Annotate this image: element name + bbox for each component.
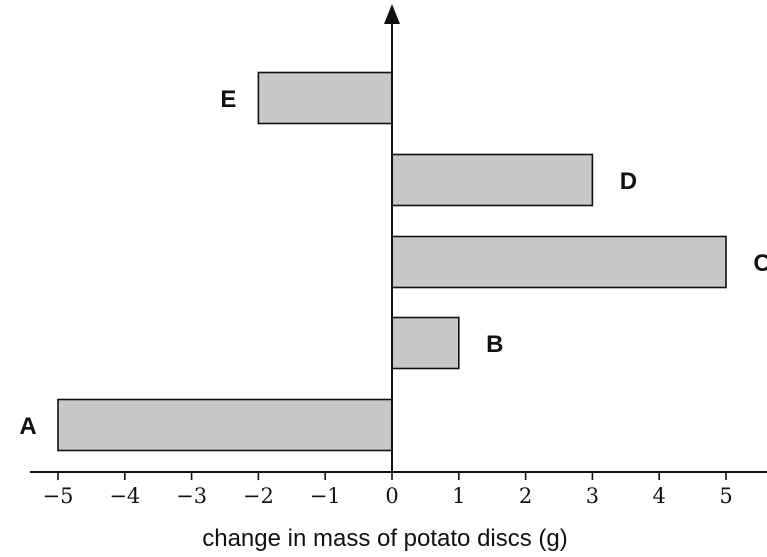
bar-e [257, 71, 393, 125]
x-axis-title: change in mass of potato discs (g) [202, 525, 568, 552]
x-tick-label: 5 [719, 484, 732, 508]
bar-d [391, 153, 594, 207]
bar-label-b: B [486, 331, 503, 358]
x-tick-label: 0 [385, 484, 398, 508]
bar-label-e: E [220, 86, 236, 113]
x-tick-label: −2 [243, 484, 274, 508]
bar-label-c: C [753, 250, 767, 277]
x-tick-label: −5 [43, 484, 74, 508]
x-tick-label: −3 [176, 484, 207, 508]
x-tick-label: −4 [109, 484, 140, 508]
x-tick-label: 4 [653, 484, 666, 508]
y-axis-arrowhead [384, 4, 400, 24]
bar-c [391, 235, 727, 289]
x-ticks-group: −5 −4 −3 −2 −1 0 1 2 3 4 5 [43, 472, 733, 508]
bar-label-a: A [19, 413, 36, 440]
bar-labels-group: A B C D E [19, 86, 767, 440]
bar-label-d: D [620, 168, 637, 195]
bar-a [57, 398, 393, 452]
bar-b [391, 316, 460, 370]
x-tick-label: 2 [519, 484, 532, 508]
x-tick-label: −1 [310, 484, 341, 508]
x-tick-label: 3 [586, 484, 599, 508]
bars-group [57, 71, 727, 452]
x-tick-label: 1 [452, 484, 465, 508]
